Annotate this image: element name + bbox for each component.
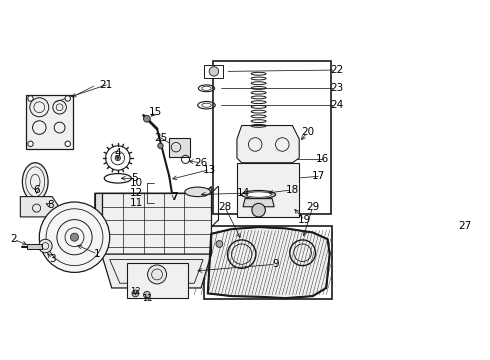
Circle shape <box>147 265 167 284</box>
Circle shape <box>28 141 33 147</box>
Polygon shape <box>208 227 330 298</box>
Bar <box>213 61 331 213</box>
Bar <box>204 64 223 78</box>
Polygon shape <box>21 197 59 217</box>
Circle shape <box>39 202 110 273</box>
Text: 12: 12 <box>130 188 144 198</box>
Polygon shape <box>243 199 274 207</box>
Circle shape <box>39 239 52 253</box>
Circle shape <box>71 233 78 241</box>
Text: 23: 23 <box>330 83 343 93</box>
Circle shape <box>115 155 121 161</box>
Bar <box>26 95 73 149</box>
Circle shape <box>252 203 266 217</box>
Text: 13: 13 <box>203 165 217 175</box>
Text: 2: 2 <box>10 234 17 244</box>
Ellipse shape <box>246 192 271 197</box>
Polygon shape <box>101 193 211 254</box>
Text: 6: 6 <box>33 185 40 195</box>
Text: 8: 8 <box>47 201 53 210</box>
Text: 5: 5 <box>131 173 138 183</box>
Text: 29: 29 <box>306 202 319 212</box>
Text: 9: 9 <box>272 259 279 269</box>
Text: 22: 22 <box>330 65 343 75</box>
Polygon shape <box>237 163 299 217</box>
Text: 17: 17 <box>312 171 325 181</box>
Bar <box>204 226 332 299</box>
Polygon shape <box>95 193 101 227</box>
Text: 3: 3 <box>49 254 55 264</box>
Polygon shape <box>95 186 211 227</box>
Text: 28: 28 <box>218 202 231 212</box>
Polygon shape <box>101 254 211 288</box>
Bar <box>27 244 42 249</box>
Text: 25: 25 <box>154 133 167 143</box>
Text: 15: 15 <box>149 107 162 117</box>
Circle shape <box>216 240 223 247</box>
Text: 24: 24 <box>330 100 343 110</box>
Text: 18: 18 <box>286 185 299 195</box>
Text: 20: 20 <box>301 127 314 137</box>
Text: 10: 10 <box>130 178 144 188</box>
Ellipse shape <box>242 190 275 199</box>
Circle shape <box>144 115 150 122</box>
Text: 27: 27 <box>459 221 472 231</box>
Text: 1: 1 <box>94 249 101 259</box>
Bar <box>169 138 190 157</box>
Circle shape <box>65 96 71 101</box>
Circle shape <box>28 96 33 101</box>
Text: 7: 7 <box>171 192 177 202</box>
Text: 19: 19 <box>298 215 311 225</box>
Circle shape <box>65 141 71 147</box>
Text: 4: 4 <box>115 148 121 158</box>
Text: 12: 12 <box>130 287 141 296</box>
Circle shape <box>209 67 219 76</box>
Ellipse shape <box>23 163 48 201</box>
Bar <box>246 132 271 186</box>
Bar <box>126 263 188 298</box>
Text: 26: 26 <box>195 158 208 168</box>
Circle shape <box>158 143 163 149</box>
Text: 21: 21 <box>99 80 113 90</box>
Text: 16: 16 <box>316 154 330 165</box>
Text: 11: 11 <box>130 198 144 208</box>
Ellipse shape <box>185 187 211 197</box>
Polygon shape <box>237 126 299 163</box>
Text: 11: 11 <box>142 294 152 303</box>
Circle shape <box>144 291 150 298</box>
Text: 14: 14 <box>237 188 250 198</box>
Circle shape <box>132 290 139 297</box>
